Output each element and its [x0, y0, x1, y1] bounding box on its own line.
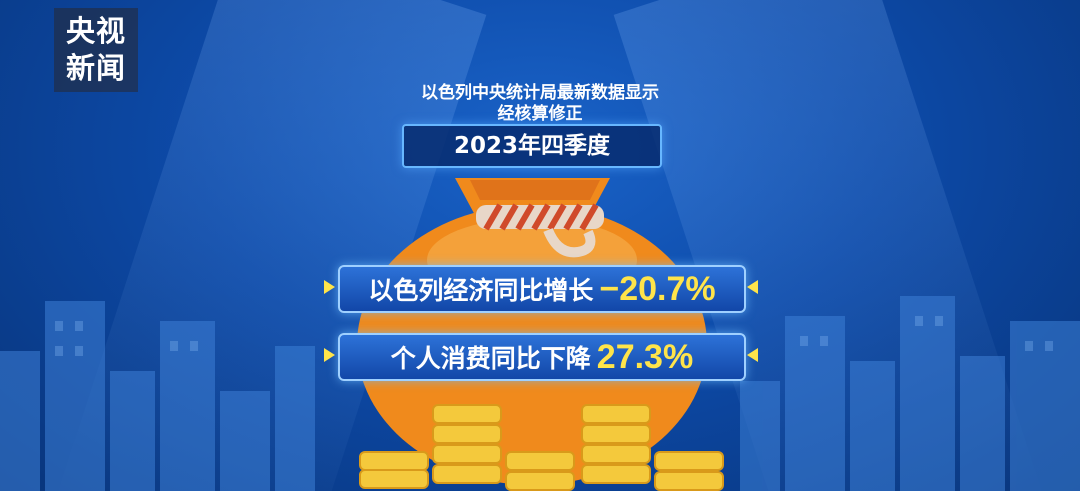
arrow-right-icon — [324, 348, 335, 362]
cctv-news-logo: 央视 新闻 — [54, 8, 138, 92]
period-label: 2023年四季度 — [402, 124, 662, 168]
stat-label: 个人消费同比下降 — [390, 344, 591, 373]
stat-label: 以色列经济同比增长 — [368, 276, 594, 305]
logo-line-2: 新闻 — [65, 51, 126, 85]
stat-value: −20.7% — [599, 269, 716, 308]
stat-value: 27.3% — [596, 337, 694, 376]
arrow-right-icon — [324, 280, 335, 294]
subtitle-line-2: 经核算修正 — [497, 104, 583, 124]
stat-banner-gdp: 以色列经济同比增长 −20.7% — [338, 265, 746, 313]
arrow-left-icon — [747, 348, 758, 362]
arrow-left-icon — [747, 280, 758, 294]
logo-line-1: 央视 — [65, 14, 126, 48]
stat-banner-consumption: 个人消费同比下降 27.3% — [338, 333, 746, 381]
city-skyline — [0, 296, 1080, 491]
subtitle-line-1: 以色列中央统计局最新数据显示 — [421, 83, 659, 103]
